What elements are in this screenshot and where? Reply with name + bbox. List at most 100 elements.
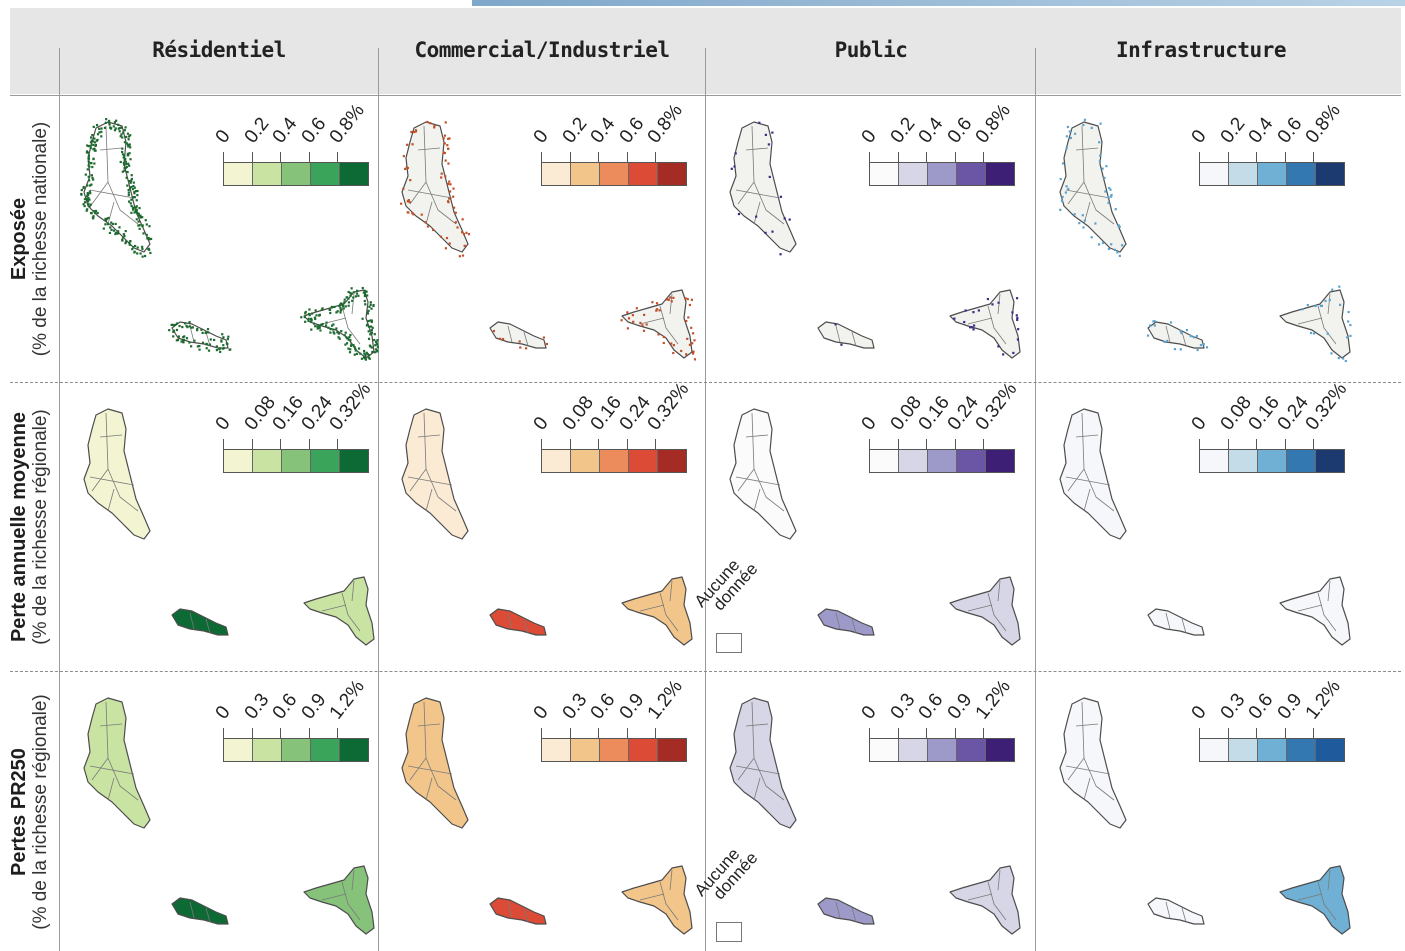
- no-data-swatch: [716, 922, 742, 942]
- exposure-point: [1073, 213, 1076, 216]
- exposure-point: [1328, 298, 1331, 302]
- exposure-point: [198, 348, 201, 351]
- exposure-point: [339, 303, 342, 306]
- exposure-point: [137, 224, 140, 227]
- exposure-point: [332, 323, 335, 326]
- exposure-point: [347, 347, 350, 350]
- exposure-point: [448, 242, 451, 245]
- legend-swatch: [253, 163, 282, 185]
- legend-tick-mark: [954, 728, 956, 738]
- row-separator-1: [10, 382, 1401, 383]
- exposure-point: [126, 132, 130, 135]
- exposure-point: [318, 326, 321, 329]
- exposure-point: [771, 131, 774, 134]
- exposure-point: [139, 216, 142, 219]
- exposure-point: [1301, 308, 1304, 311]
- legend-tick-mark: [626, 728, 628, 738]
- exposure-point: [354, 347, 357, 350]
- exposure-point: [124, 166, 127, 169]
- exposure-point: [106, 217, 109, 220]
- legend-swatch: [253, 739, 282, 761]
- exposure-point: [125, 142, 129, 145]
- exposure-point: [137, 214, 141, 217]
- exposure-point: [308, 308, 311, 311]
- exposure-point: [124, 126, 127, 129]
- exposure-point: [1073, 132, 1077, 135]
- exposure-point: [363, 292, 367, 295]
- exposure-point: [134, 206, 138, 209]
- exposure-point: [449, 183, 452, 186]
- exposure-point: [364, 358, 368, 361]
- exposure-point: [129, 146, 132, 149]
- exposure-point: [127, 194, 130, 197]
- exposure-point: [1338, 285, 1341, 288]
- exposure-point: [411, 143, 414, 146]
- legend-tick-mark: [251, 152, 253, 162]
- exposure-point: [361, 317, 364, 320]
- legend-swatch: [899, 739, 928, 761]
- exposure-point: [642, 329, 646, 332]
- exposure-point: [1064, 191, 1068, 194]
- exposure-point: [1107, 247, 1111, 251]
- legend-tick-mark: [1256, 152, 1258, 162]
- exposure-point: [128, 243, 131, 246]
- island-moheli-outline: [1147, 321, 1205, 349]
- exposure-point: [87, 164, 90, 167]
- exposure-point: [1205, 346, 1209, 349]
- exposure-point: [363, 357, 366, 360]
- exposure-point: [1059, 177, 1062, 181]
- map-pr-pub: [729, 697, 1021, 935]
- exposure-point: [330, 324, 334, 327]
- legend-tick-mark: [1256, 728, 1258, 738]
- exposure-point: [1163, 340, 1166, 344]
- exposure-point: [373, 333, 376, 336]
- legend-swatch: [1200, 163, 1229, 185]
- exposure-point: [148, 238, 151, 241]
- exposure-point: [1101, 167, 1104, 170]
- exposure-point: [1202, 343, 1205, 346]
- exposure-point: [371, 326, 374, 329]
- exposure-point: [139, 214, 142, 217]
- exposure-point: [113, 129, 117, 132]
- legend-swatch: [1287, 450, 1316, 472]
- island-moheli-outline: [489, 608, 547, 636]
- exposure-point: [970, 326, 974, 329]
- exposure-point: [125, 135, 128, 139]
- exposure-point: [1330, 352, 1333, 355]
- exposure-point: [635, 307, 638, 310]
- exposure-point: [342, 307, 345, 310]
- exposure-point: [96, 133, 100, 136]
- exposure-point: [350, 287, 353, 290]
- island-anjouan: [621, 576, 693, 646]
- legend-tick-mark: [308, 439, 310, 449]
- exposure-point: [107, 216, 110, 220]
- exposure-point: [972, 328, 975, 331]
- exposure-point: [730, 167, 733, 170]
- legend-tick-mark: [983, 152, 985, 162]
- exposure-point: [1312, 332, 1316, 335]
- exposure-point: [413, 130, 416, 134]
- exposure-point: [94, 209, 98, 213]
- exposure-point: [376, 339, 379, 342]
- exposure-point: [764, 133, 768, 136]
- exposure-point: [402, 155, 405, 158]
- legend-swatch: [600, 739, 629, 761]
- exposure-point: [1078, 222, 1081, 225]
- exposure-point: [120, 126, 123, 129]
- legend-swatch: [870, 163, 899, 185]
- legend-swatch: [928, 163, 957, 185]
- exposure-point: [338, 337, 341, 340]
- row-label-perte-annuelle: Perte annuelle moyenne (% de la richesse …: [0, 383, 60, 671]
- exposure-point: [132, 196, 135, 199]
- exposure-point: [91, 134, 94, 137]
- exposure-point: [424, 221, 427, 224]
- exposure-point: [525, 347, 528, 350]
- exposure-point: [454, 211, 457, 214]
- exposure-point: [693, 358, 697, 361]
- row-label-pertes-pr250: Pertes PR250 (% de la richesse régionale): [0, 672, 60, 951]
- exposure-point: [366, 311, 369, 315]
- exposure-point: [414, 130, 418, 133]
- legend-swatch: [629, 739, 658, 761]
- exposure-point: [90, 212, 93, 215]
- exposure-point: [173, 323, 177, 327]
